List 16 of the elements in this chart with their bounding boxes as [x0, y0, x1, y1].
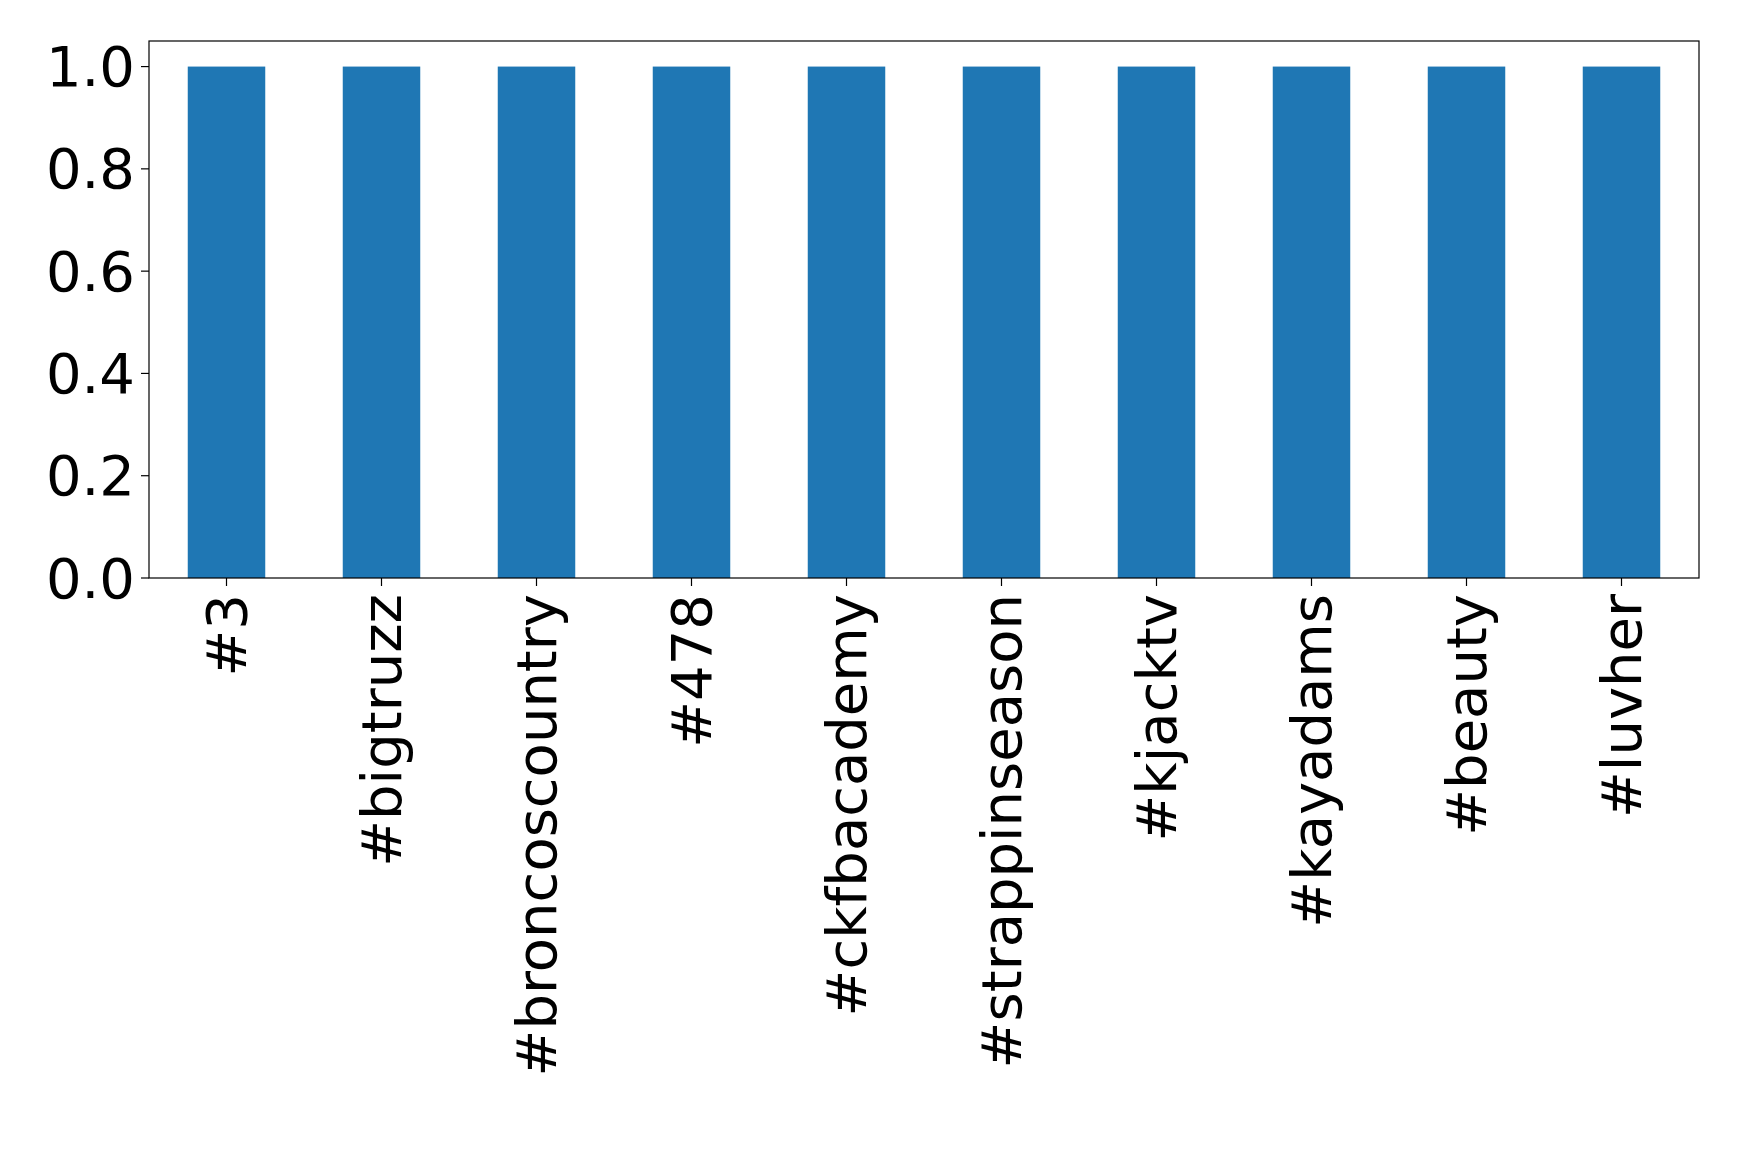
x-tick-label: #ckfbacademy: [814, 594, 880, 1017]
y-tick-label: 0.2: [45, 443, 135, 509]
x-tick-label: #kjacktv: [1124, 594, 1190, 842]
x-tick-label: #3: [194, 594, 260, 677]
x-tick-label: #kayadams: [1279, 594, 1345, 928]
x-tick-label: #bigtruzz: [349, 594, 415, 867]
x-tick-label: #broncoscountry: [504, 594, 570, 1077]
y-tick-label: 0.8: [45, 136, 135, 202]
x-tick-label: #luvher: [1589, 593, 1655, 819]
x-tick-label: #478: [659, 594, 725, 748]
x-tick-label: #strappinseason: [969, 594, 1035, 1069]
y-tick-label: 0.6: [45, 238, 135, 304]
x-tick-label: #beauty: [1434, 594, 1500, 836]
y-tick-label: 0.4: [45, 341, 135, 407]
y-tick-label: 0.0: [45, 545, 135, 611]
y-tick-label: 1.0: [45, 34, 135, 100]
